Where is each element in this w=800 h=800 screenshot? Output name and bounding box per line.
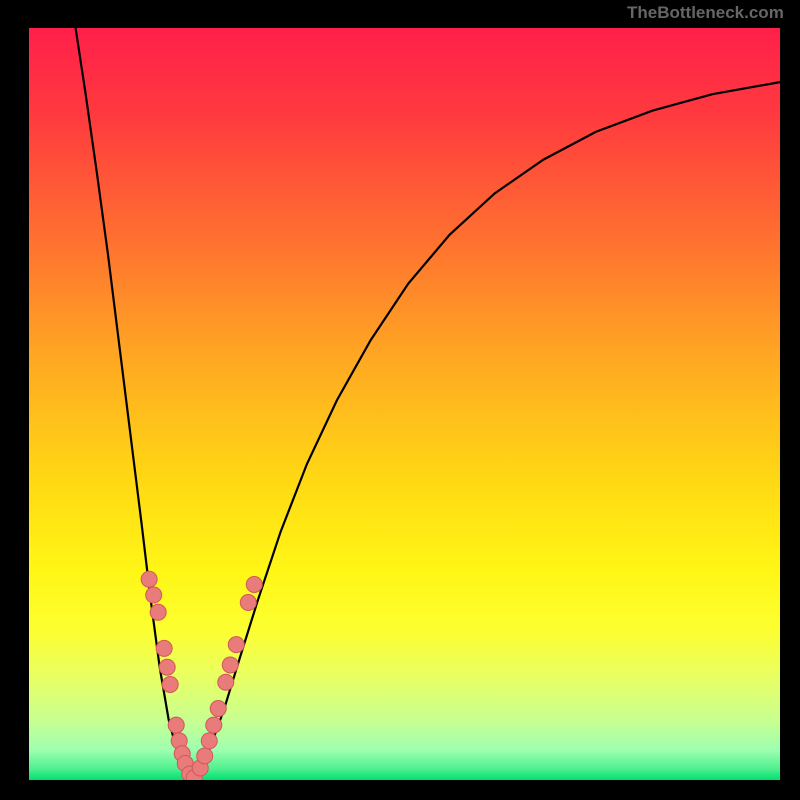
data-marker (201, 733, 217, 749)
data-marker (210, 701, 226, 717)
marker-group (141, 571, 262, 780)
data-marker (206, 717, 222, 733)
data-marker (240, 595, 256, 611)
data-marker (168, 717, 184, 733)
bottleneck-curve-right (193, 82, 780, 778)
data-marker (197, 748, 213, 764)
data-marker (150, 604, 166, 620)
data-marker (159, 659, 175, 675)
data-marker (222, 657, 238, 673)
data-marker (156, 640, 172, 656)
watermark-text: TheBottleneck.com (627, 3, 784, 23)
data-marker (246, 576, 262, 592)
data-marker (218, 674, 234, 690)
data-marker (146, 587, 162, 603)
data-marker (228, 637, 244, 653)
chart-container: { "watermark": { "text": "TheBottleneck.… (0, 0, 800, 800)
chart-svg (29, 28, 780, 780)
data-marker (162, 677, 178, 693)
plot-area (29, 28, 780, 780)
data-marker (141, 571, 157, 587)
